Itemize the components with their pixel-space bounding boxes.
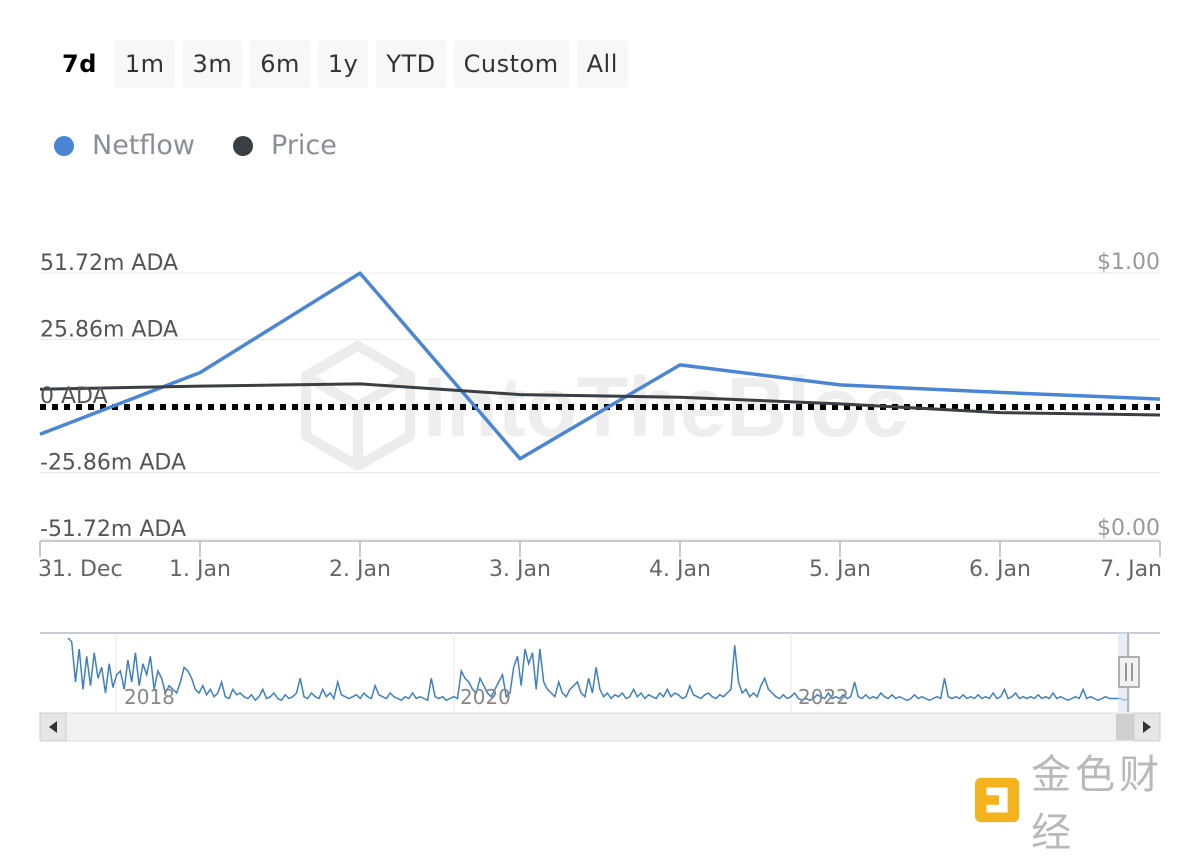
- scrollbar-thumb[interactable]: [1116, 714, 1134, 740]
- x-tick-label: 3. Jan: [489, 557, 551, 582]
- brand-logo: 金色财经: [975, 742, 1200, 858]
- series-line-netflow: [40, 273, 1160, 459]
- jinse-logo-icon: [975, 777, 1019, 823]
- navigator-year-label: 2020: [460, 685, 511, 709]
- x-tick-label: 31. Dec: [38, 557, 123, 582]
- netflow-price-chart: 31. Dec 1. Jan 2. Jan 3. Jan 4. Jan 5. Jan 6. …: [0, 0, 1200, 800]
- handle-body: [1119, 657, 1139, 687]
- y-left-tick-label: 51.72m ADA: [40, 251, 178, 276]
- scrollbar-track: [40, 713, 1160, 741]
- navigator-year-label: 2022: [798, 685, 849, 709]
- y-left-tick-label: -25.86m ADA: [40, 451, 186, 476]
- scroll-right-button[interactable]: [1134, 713, 1160, 741]
- y-left-tick-label: -51.72m ADA: [40, 517, 186, 542]
- brand-name: 金色财经: [1031, 742, 1200, 858]
- x-tick-label: 6. Jan: [969, 557, 1031, 582]
- x-tick-label: 1. Jan: [169, 557, 231, 582]
- y-left-tick-label: 0 ADA: [40, 384, 108, 409]
- x-tick-label: 5. Jan: [809, 557, 871, 582]
- navigator-year-label: 2018: [124, 685, 175, 709]
- y-right-tick-label: $1.00: [1097, 250, 1160, 275]
- navigator-handle[interactable]: [1119, 657, 1139, 687]
- y-left-tick-label: 25.86m ADA: [40, 318, 178, 343]
- scroll-left-button[interactable]: [40, 713, 66, 741]
- x-tick-label: 2. Jan: [329, 557, 391, 582]
- y-right-tick-label: $0.00: [1097, 516, 1160, 541]
- x-tick-label: 4. Jan: [649, 557, 711, 582]
- navigator-series-line: [68, 638, 1128, 700]
- x-tick-label: 7. Jan: [1100, 557, 1162, 582]
